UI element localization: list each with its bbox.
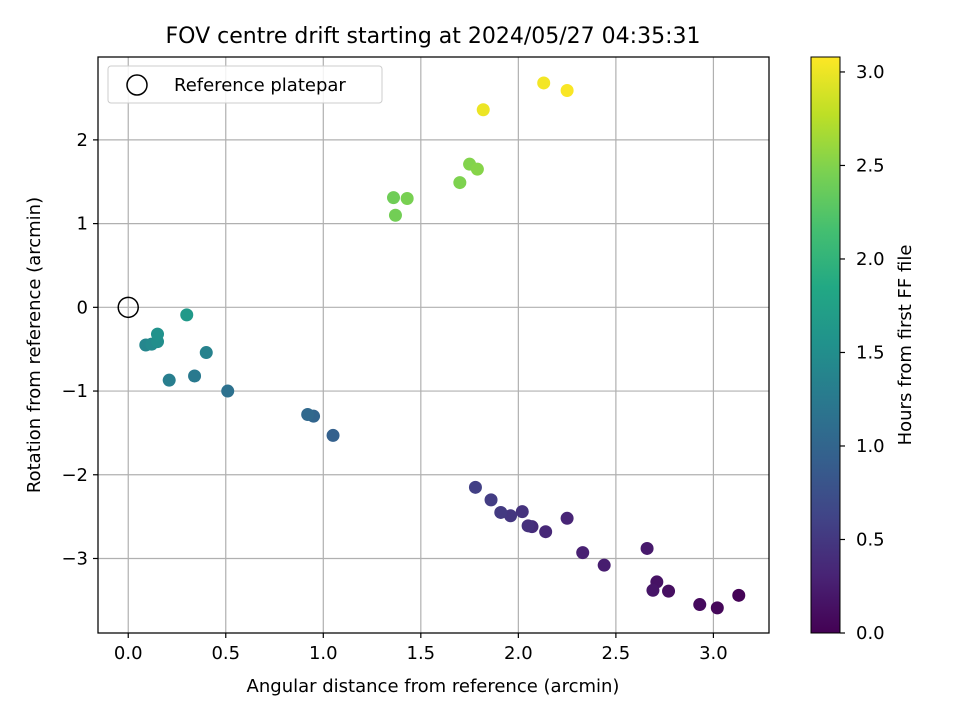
data-point (188, 369, 202, 383)
x-tick-label: 2.5 (602, 643, 631, 664)
data-point (476, 103, 490, 117)
data-point (199, 346, 213, 360)
data-point (221, 384, 235, 398)
data-point (646, 583, 660, 597)
data-point (597, 558, 611, 572)
x-tick-label: 3.0 (699, 643, 728, 664)
legend-label: Reference platepar (174, 75, 346, 96)
data-point (560, 83, 574, 97)
y-tick-label: −2 (61, 465, 88, 486)
y-axis-label: Rotation from reference (arcmin) (24, 197, 45, 493)
x-tick-label: 0.5 (211, 643, 240, 664)
data-point (521, 519, 535, 533)
data-point (504, 509, 518, 523)
y-axis: −3 −2 −1 0 1 2 (61, 130, 98, 569)
colorbar-tick-label: 2.0 (856, 249, 885, 270)
colorbar-label: Hours from first FF file (895, 245, 916, 446)
y-tick-label: 0 (77, 297, 88, 318)
colorbar-tick-label: 2.5 (856, 155, 885, 176)
data-point (662, 584, 676, 598)
data-point (150, 327, 164, 341)
colorbar-tick-label: 0.0 (856, 623, 885, 644)
data-point (468, 480, 482, 494)
legend-box (107, 65, 383, 104)
x-axis-label: Angular distance from reference (arcmin) (247, 676, 620, 697)
y-tick-label: 1 (77, 214, 88, 235)
data-point (180, 308, 194, 322)
x-tick-label: 0.0 (114, 643, 143, 664)
data-point (710, 601, 724, 615)
colorbar-tick-label: 3.0 (856, 62, 885, 83)
data-point (484, 493, 498, 507)
data-point (515, 505, 529, 519)
data-point (387, 191, 401, 205)
colorbar-tick-label: 0.5 (856, 529, 885, 550)
data-point (560, 511, 574, 525)
legend: Reference platepar (107, 65, 383, 104)
data-point (539, 525, 553, 539)
data-point (388, 208, 402, 222)
y-tick-label: 2 (77, 130, 88, 151)
data-point (326, 428, 340, 442)
data-point (162, 373, 176, 387)
data-point (453, 176, 467, 190)
y-tick-label: −1 (61, 381, 88, 402)
data-point (494, 505, 508, 519)
colorbar-tick-label: 1.0 (856, 436, 885, 457)
data-point (301, 407, 315, 421)
reference-marker (117, 296, 139, 319)
data-points (139, 76, 746, 615)
x-axis: 0.0 0.5 1.0 1.5 2.0 2.5 3.0 (114, 633, 728, 664)
plot-frame (97, 56, 770, 634)
data-point (400, 191, 414, 205)
data-point (470, 162, 484, 176)
reference-marker-layer (117, 296, 139, 319)
data-point (640, 541, 654, 555)
colorbar (810, 56, 841, 634)
x-tick-label: 1.0 (309, 643, 338, 664)
x-tick-label: 2.0 (504, 643, 533, 664)
chart-title: FOV centre drift starting at 2024/05/27 … (166, 24, 701, 49)
colorbar-ticks: 0.0 0.5 1.0 1.5 2.0 2.5 3.0 (840, 62, 885, 644)
data-point (693, 598, 707, 612)
x-tick-label: 1.5 (407, 643, 436, 664)
data-point (576, 546, 590, 560)
y-tick-label: −3 (61, 548, 88, 569)
data-point (537, 76, 551, 90)
grid (98, 57, 769, 633)
legend-reference-marker (126, 74, 148, 96)
colorbar-tick-label: 1.5 (856, 342, 885, 363)
data-point (732, 588, 746, 602)
